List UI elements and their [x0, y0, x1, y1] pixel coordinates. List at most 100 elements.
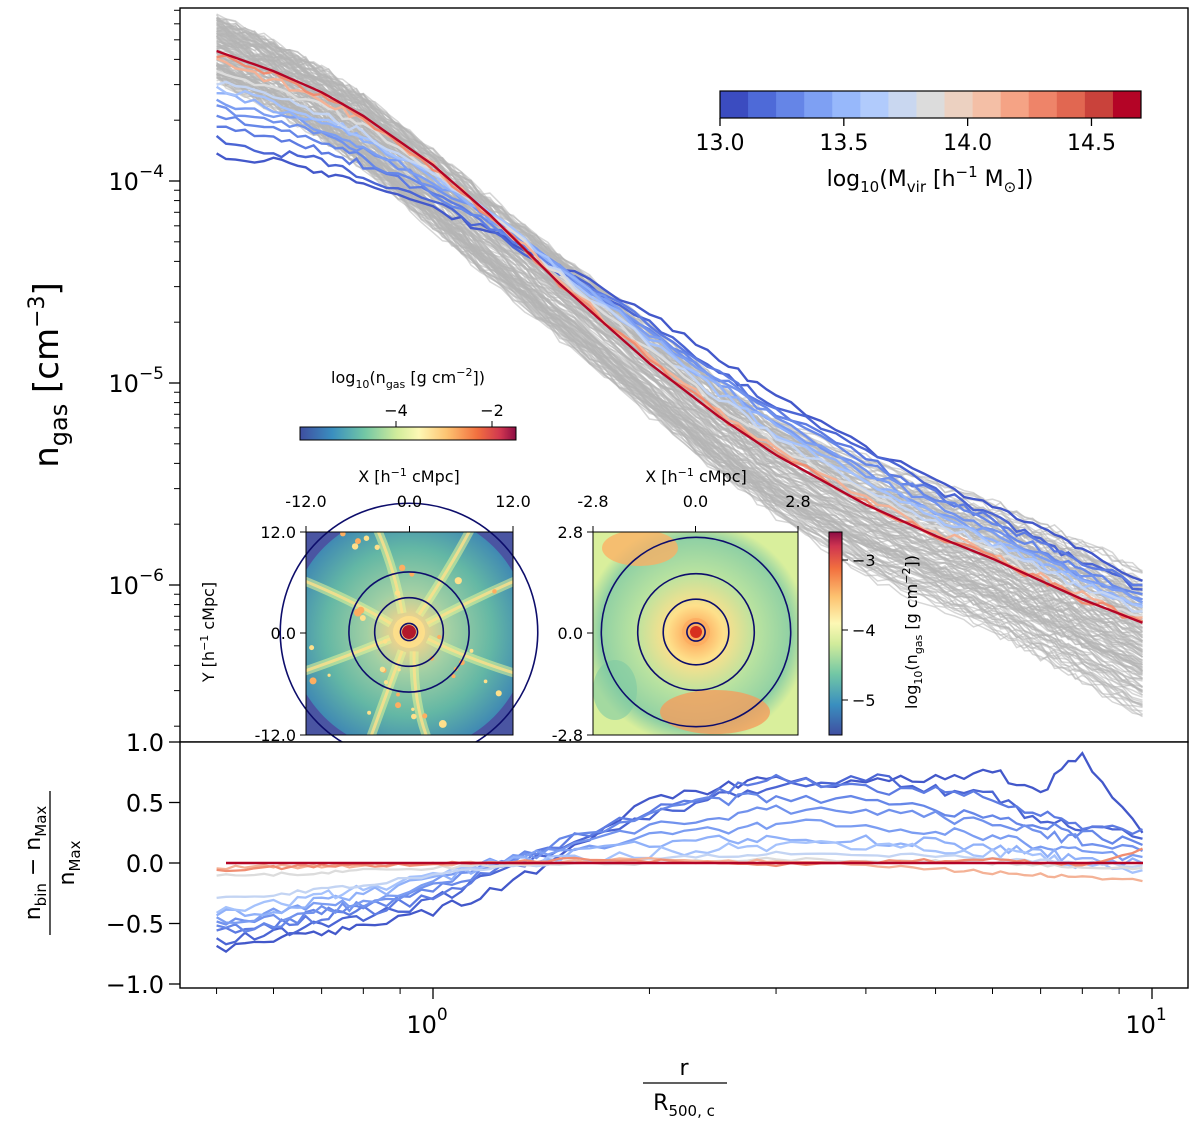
density-colorbar-vertical: −3 −4 −5 log10(ngas [g cm−2])	[828, 531, 925, 736]
residual-line-halo-7	[215, 834, 1143, 918]
substructure-blob	[411, 713, 417, 720]
mass-colorbar-cell	[748, 91, 777, 118]
residual-denominator: nMax	[55, 840, 84, 885]
substructure-blob	[357, 606, 365, 614]
substructure-blob	[469, 648, 474, 653]
inset-right-substructure-top	[602, 532, 678, 566]
substructure-blob	[309, 645, 315, 651]
residual-line-halo-9	[216, 850, 1143, 900]
inset-left-ticks: -12.0 0.0 12.0 12.0 0.0 -12.0	[255, 492, 531, 745]
bottom-y-axis-title: nbin − nMax nMax	[21, 791, 84, 935]
mass-colorbar-cell	[860, 91, 889, 118]
inset-right-radius-circles	[600, 536, 792, 728]
substructure-blob	[354, 538, 361, 545]
background-profile-line	[216, 44, 1143, 665]
highlighted-profile-lines	[215, 49, 1144, 624]
inset-x-tick-label: 0.0	[683, 492, 708, 511]
x-title-denominator: R500, c	[653, 1091, 715, 1120]
residual-line-halo-6	[216, 818, 1143, 925]
background-profile-line	[216, 39, 1143, 600]
mass-colorbar-cell	[1112, 91, 1142, 118]
substructure-blob	[309, 677, 317, 685]
bottom-panel: 1.0 0.5 0.0 −0.5 −1.0 100 101 nbin − nMax nMa…	[21, 729, 1189, 1120]
substructure-blob	[438, 720, 447, 728]
top-y-ticks: 10−4 10−5 10−6	[108, 9, 180, 727]
filament-core	[426, 580, 513, 625]
density-colorbar-vertical-ticks: −3 −4 −5	[842, 551, 876, 710]
mass-colorbar-frame	[719, 90, 1142, 119]
radius-circle	[348, 571, 470, 693]
density-colorbar-tick-label: −4	[384, 401, 408, 420]
background-profile-line	[216, 32, 1143, 582]
radius-circle	[373, 596, 445, 668]
profile-line-halo-10	[216, 69, 1143, 618]
residual-line-halo-5	[216, 804, 1143, 926]
background-profile-line	[216, 48, 1143, 661]
bottom-x-ticks: 100 101	[216, 988, 1167, 1039]
bottom-panel-frame	[179, 741, 1189, 989]
substructure-blob	[397, 668, 401, 672]
inset-x-tick-label: 12.0	[495, 492, 531, 511]
profile-line-halo-6	[216, 98, 1144, 604]
substructure-blob	[374, 544, 380, 550]
profile-line-halo-9	[216, 80, 1143, 613]
inset-y-tick-label: 0.0	[558, 624, 583, 643]
mass-colorbar-cell	[832, 91, 861, 118]
background-profile-line	[216, 35, 1143, 614]
radius-circle	[636, 572, 756, 692]
inset-right-low-density	[593, 660, 637, 720]
radius-circle	[662, 598, 730, 666]
mass-colorbar: 13.0 13.5 14.0 14.5 log10(Mvir [h−1 M⊙])	[696, 90, 1142, 196]
substructure-blob	[411, 707, 415, 711]
bottom-x-axis-title: r R500, c	[643, 1056, 727, 1120]
profile-line-halo-2	[215, 134, 1143, 591]
top-panel: 10−4 10−5 10−6 ngas [cm−3] 13.0 13.5 14.0 14.…	[25, 7, 1189, 762]
profile-line-halo-1	[215, 152, 1143, 582]
mass-colorbar-cell	[944, 91, 974, 118]
substructure-blob	[454, 577, 462, 585]
substructure-blob	[396, 692, 400, 697]
residual-numerator: nbin − nMax	[21, 806, 50, 921]
substructure-blob	[394, 590, 401, 596]
density-colorbar-horizontal: log10(ngas [g cm−2]) −4 −2	[299, 366, 517, 441]
bottom-y-ticks: 1.0 0.5 0.0 −0.5 −1.0	[106, 729, 180, 999]
bottom-y-tick-label: −1.0	[106, 971, 164, 999]
substructure-blob	[492, 589, 497, 594]
inset-map-zoom: X [h−1 cMpc] -2.8 0.0 2.8 2.8 0.0 -2.8	[552, 466, 811, 745]
inset-right-core	[690, 626, 702, 638]
background-profile-line	[216, 41, 1143, 636]
inset-x-tick-label: -2.8	[577, 492, 608, 511]
radius-circle	[600, 536, 792, 728]
mass-colorbar-cell	[888, 91, 917, 118]
profile-line-halo-13	[216, 49, 1143, 624]
density-colorbar-tick-label: −2	[480, 401, 504, 420]
inset-x-tick-label: 2.8	[785, 492, 810, 511]
residual-line-halo-4	[216, 792, 1143, 933]
mass-colorbar-tick-label: 13.5	[819, 131, 868, 156]
top-y-tick-label: 10−6	[108, 566, 164, 600]
mass-colorbar-cell	[1056, 91, 1086, 118]
inset-y-tick-label: 0.0	[271, 624, 296, 643]
mass-colorbar-cells	[720, 91, 1142, 118]
profile-line-halo-3	[216, 125, 1143, 587]
top-y-axis-title: ngas [cm−3]	[25, 282, 73, 468]
density-colorbar-gradient	[299, 426, 517, 441]
substructure-blob	[382, 639, 388, 644]
mass-colorbar-cell	[972, 91, 1002, 118]
mass-colorbar-cell	[720, 91, 749, 118]
background-profile-line	[216, 67, 1144, 666]
bottom-y-tick-label: 1.0	[126, 729, 164, 757]
inset-y-tick-label: -2.8	[552, 726, 583, 745]
substructure-blob	[495, 690, 502, 697]
density-colorbar-label: log10(ngas [g cm−2])	[331, 366, 485, 391]
inset-y-tick-label: 12.0	[260, 523, 296, 542]
filament-core	[417, 532, 471, 616]
mass-colorbar-cell	[916, 91, 946, 118]
background-profile-line	[216, 75, 1143, 718]
substructure-blob	[363, 535, 370, 541]
bottom-y-tick-label: −0.5	[106, 911, 164, 939]
substructure-blob	[359, 615, 366, 622]
mass-colorbar-tick-label: 13.0	[696, 131, 745, 156]
background-profile-line	[216, 23, 1143, 588]
